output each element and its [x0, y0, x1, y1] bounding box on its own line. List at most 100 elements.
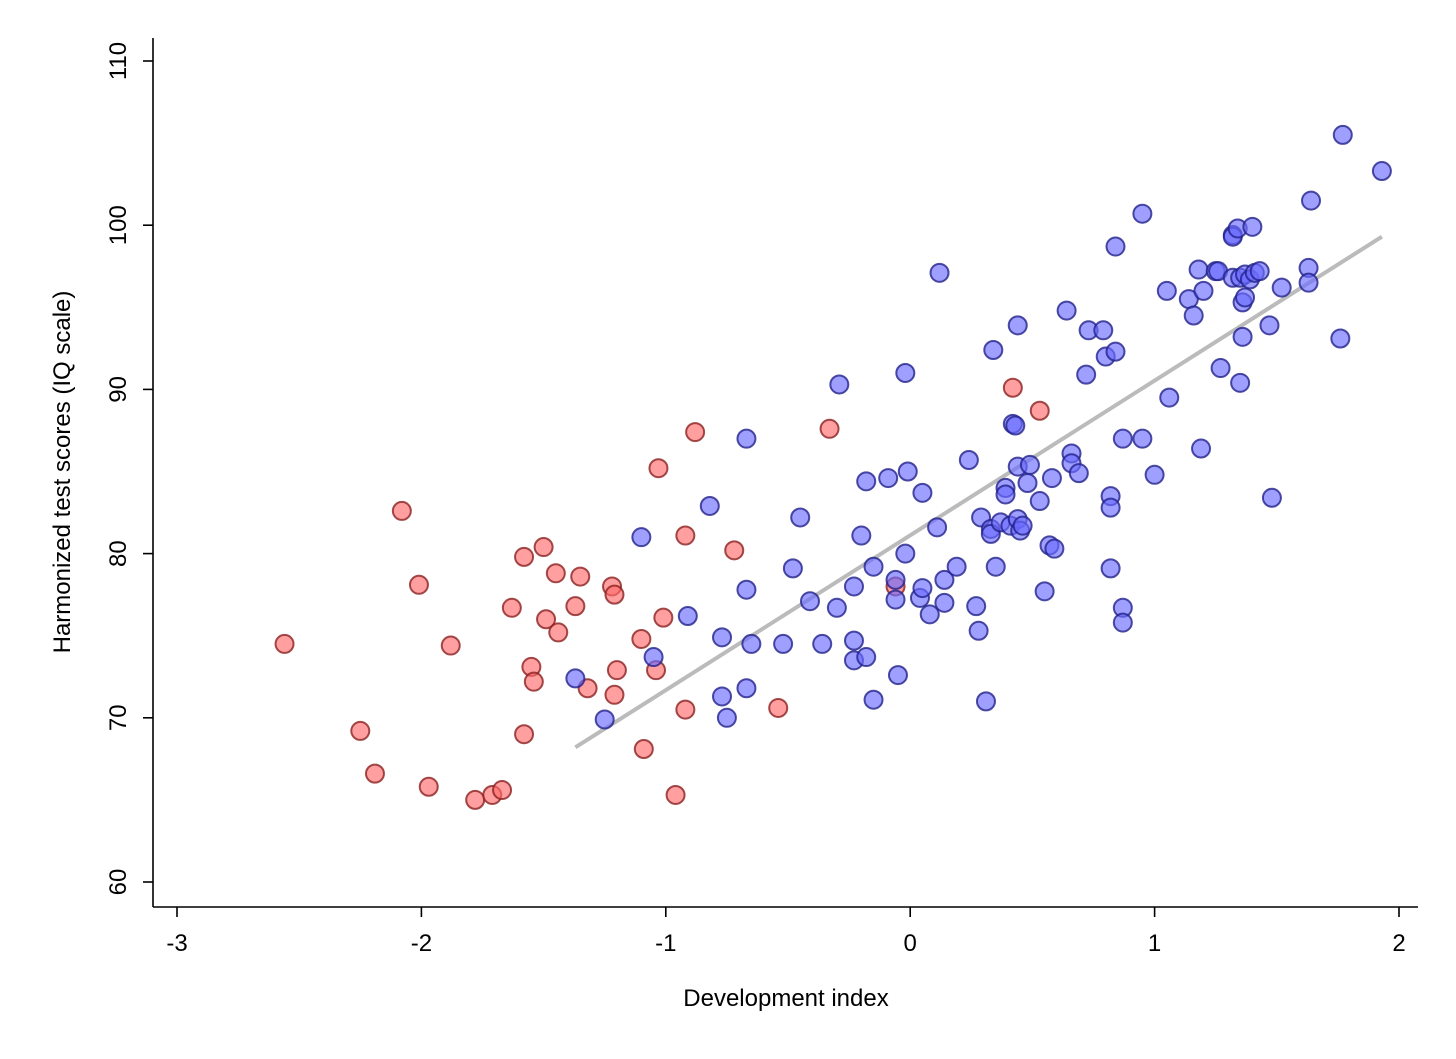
data-point-blue [966, 596, 987, 617]
data-point-blue [929, 262, 950, 283]
data-point-blue [1112, 612, 1133, 633]
data-point-red [408, 574, 429, 595]
y-tick-label: 110 [105, 42, 132, 80]
data-point-blue [565, 668, 586, 689]
data-point-blue [790, 507, 811, 528]
data-point-red [604, 684, 625, 705]
data-point-red [465, 789, 486, 810]
y-tick-label: 70 [105, 704, 132, 731]
data-point-red [418, 776, 439, 797]
y-tick-label: 90 [105, 376, 132, 403]
x-tick-label: 2 [1392, 930, 1405, 957]
data-point-red [514, 546, 535, 567]
data-point-blue [812, 633, 833, 654]
data-point-blue [699, 495, 720, 516]
data-point-blue [1235, 287, 1256, 308]
data-point-red [274, 633, 295, 654]
data-point-blue [1100, 497, 1121, 518]
data-point-blue [829, 374, 850, 395]
data-point-red [565, 596, 586, 617]
data-point-blue [1132, 203, 1153, 224]
data-point-blue [1259, 315, 1280, 336]
data-point-blue [912, 578, 933, 599]
data-point-blue [863, 556, 884, 577]
data-point-blue [1100, 558, 1121, 579]
data-point-blue [799, 591, 820, 612]
data-point-blue [1019, 454, 1040, 475]
data-point-red [492, 780, 513, 801]
data-point-blue [1093, 320, 1114, 341]
data-point-blue [851, 525, 872, 546]
data-point-blue [1005, 415, 1026, 436]
y-tick-label: 60 [105, 869, 132, 896]
y-ticks: 60 70 80 90 100 110 [105, 42, 153, 895]
x-axis-title: Development index [683, 985, 888, 1012]
data-point-red [536, 609, 557, 630]
data-point-blue [887, 665, 908, 686]
x-tick-label: 0 [904, 930, 917, 957]
data-point-blue [1249, 261, 1270, 282]
data-point-red [768, 697, 789, 718]
data-point-blue [1159, 387, 1180, 408]
data-point-blue [843, 576, 864, 597]
data-point-red [675, 525, 696, 546]
data-point-blue [1041, 468, 1062, 489]
y-tick-label: 80 [105, 540, 132, 567]
data-point-blue [716, 707, 737, 728]
trend-line [574, 235, 1383, 750]
data-point-blue [1007, 315, 1028, 336]
data-point-blue [741, 633, 762, 654]
points-red-series [274, 377, 1050, 810]
data-point-blue [878, 468, 899, 489]
data-point-red [391, 500, 412, 521]
data-point-blue [968, 620, 989, 641]
data-point-blue [895, 362, 916, 383]
data-point-blue [677, 605, 698, 626]
data-point-blue [995, 484, 1016, 505]
data-point-blue [946, 556, 967, 577]
data-point-blue [1012, 515, 1033, 536]
data-point-blue [1242, 216, 1263, 237]
data-point-red [633, 738, 654, 759]
data-point-red [570, 566, 591, 587]
data-point-red [533, 537, 554, 558]
data-point-blue [843, 630, 864, 651]
data-point-red [1029, 400, 1050, 421]
data-point-blue [934, 592, 955, 613]
x-tick-label: -2 [411, 930, 432, 957]
data-point-blue [1105, 236, 1126, 257]
data-point-blue [1191, 438, 1212, 459]
data-point-blue [856, 647, 877, 668]
data-point-blue [975, 691, 996, 712]
data-point-blue [1132, 428, 1153, 449]
data-point-red [514, 724, 535, 745]
data-point-blue [1112, 428, 1133, 449]
data-point-blue [1156, 280, 1177, 301]
data-point-blue [1330, 328, 1351, 349]
data-point-blue [1371, 161, 1392, 182]
data-point-red [350, 720, 371, 741]
data-point-red [724, 540, 745, 561]
data-point-red [604, 584, 625, 605]
data-point-blue [736, 678, 757, 699]
data-point-blue [863, 689, 884, 710]
y-axis-title: Harmonized test scores (IQ scale) [49, 291, 76, 654]
data-point-red [606, 660, 627, 681]
data-point-blue [1301, 190, 1322, 211]
data-point-blue [736, 579, 757, 600]
x-tick-label: -1 [655, 930, 676, 957]
data-point-blue [1034, 581, 1055, 602]
data-point-blue [958, 450, 979, 471]
data-point-blue [1183, 305, 1204, 326]
data-point-blue [826, 597, 847, 618]
data-point-blue [1230, 372, 1251, 393]
x-ticks: -3 -2 -1 0 1 2 [166, 907, 1406, 957]
data-point-blue [1029, 491, 1050, 512]
data-point-blue [1193, 280, 1214, 301]
data-point-red [501, 597, 522, 618]
data-point-red [648, 458, 669, 479]
data-point-blue [1056, 300, 1077, 321]
data-point-blue [912, 482, 933, 503]
data-point-blue [773, 633, 794, 654]
